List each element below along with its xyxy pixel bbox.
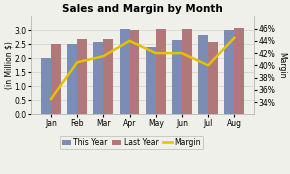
Bar: [208, 42, 218, 114]
Bar: [234, 27, 244, 114]
Margin: [49, 98, 53, 100]
Margin: [128, 40, 131, 42]
Bar: [146, 47, 156, 114]
Bar: [172, 40, 182, 114]
Bar: [77, 39, 87, 114]
Line: Margin: Margin: [51, 38, 234, 99]
Bar: [119, 29, 130, 114]
Title: Sales and Margin by Month: Sales and Margin by Month: [62, 4, 223, 14]
Y-axis label: (in Million $): (in Million $): [4, 41, 13, 89]
Y-axis label: Margin: Margin: [277, 52, 286, 79]
Margin: [75, 61, 79, 63]
Margin: [233, 37, 236, 39]
Margin: [154, 52, 157, 54]
Bar: [67, 44, 77, 114]
Margin: [206, 64, 210, 66]
Bar: [41, 58, 51, 114]
Bar: [224, 30, 234, 114]
Margin: [102, 55, 105, 57]
Legend: This Year, Last Year, Margin: This Year, Last Year, Margin: [59, 136, 203, 149]
Bar: [130, 30, 139, 114]
Bar: [198, 35, 208, 114]
Bar: [103, 39, 113, 114]
Bar: [156, 29, 166, 114]
Margin: [180, 52, 184, 54]
Bar: [51, 44, 61, 114]
Bar: [93, 42, 103, 114]
Bar: [182, 29, 192, 114]
